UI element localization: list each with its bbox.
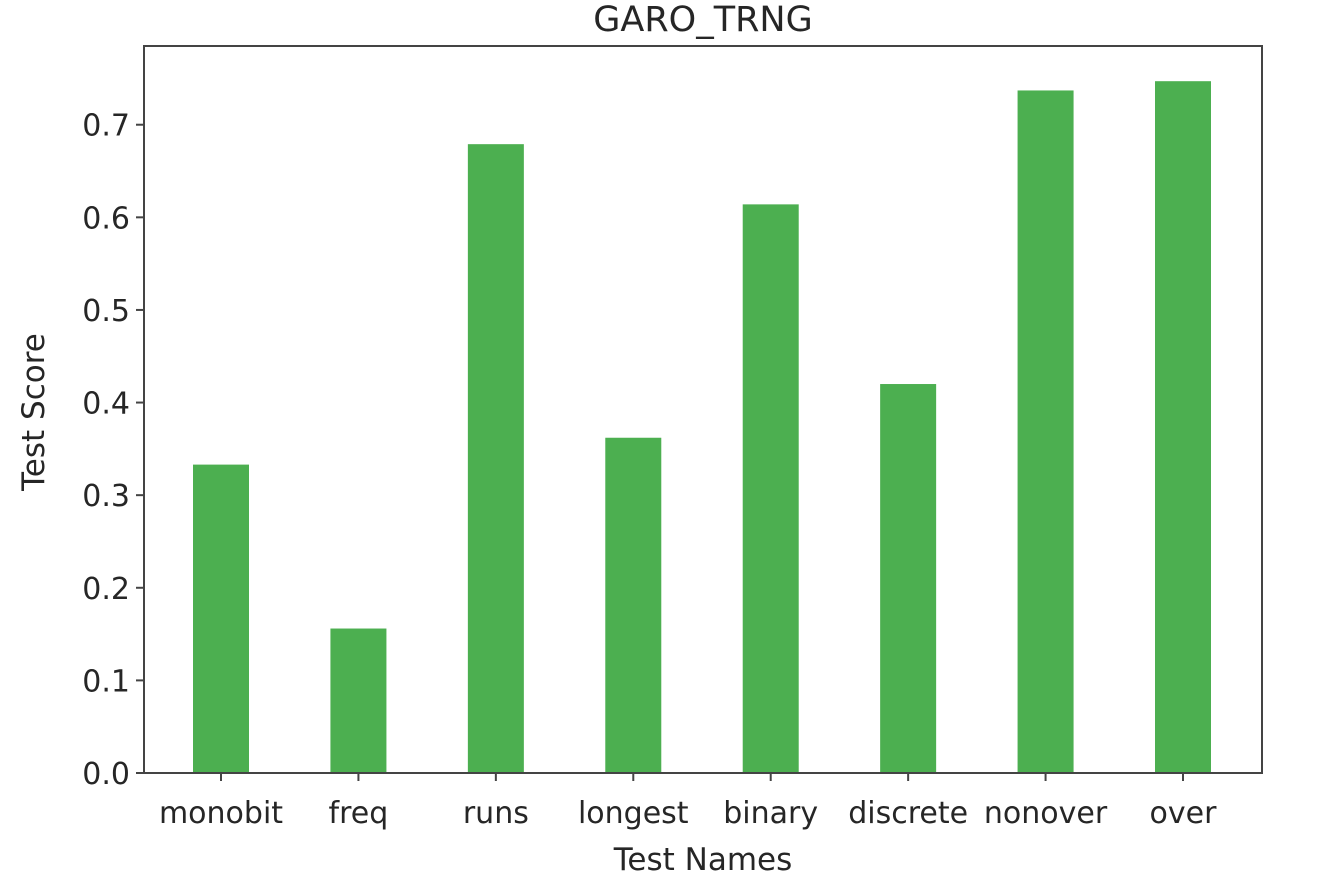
x-axis-label: Test Names [613,842,793,878]
bar-over [1155,81,1211,773]
x-tick-label-nonover: nonover [984,796,1108,831]
bars-group [193,81,1211,774]
y-axis: 0.0 0.1 0.2 0.3 0.4 0.5 0.6 0.7 [82,109,144,792]
bar-freq [330,628,387,773]
y-tick-label: 0.2 [82,572,130,607]
x-axis: monobit freq runs longest binary discrete nono… [159,773,1217,831]
y-tick-label: 0.0 [82,757,130,792]
x-tick-label-over: over [1150,796,1218,831]
y-tick-label: 0.7 [82,109,130,144]
y-tick-label: 0.5 [82,294,130,329]
bar-monobit [193,464,249,773]
x-tick-label-longest: longest [578,796,689,831]
bar-runs [467,144,524,773]
x-tick-label-freq: freq [329,796,389,831]
chart-title: GARO_TRNG [593,0,812,40]
y-tick-label: 0.3 [82,479,130,514]
y-tick-label: 0.4 [82,387,130,422]
y-axis-label: Test Score [16,333,52,492]
plot-frame [143,45,1263,774]
bar-discrete [880,384,937,773]
x-tick-label-discrete: discrete [848,796,968,831]
x-tick-label-binary: binary [723,796,818,831]
y-tick-label: 0.1 [82,664,130,699]
x-tick-label-runs: runs [463,796,529,831]
bar-binary [742,204,799,773]
y-tick-label: 0.6 [82,201,130,236]
bar-longest [605,437,662,773]
bar-nonover [1017,90,1074,774]
x-tick-label-monobit: monobit [159,796,283,831]
